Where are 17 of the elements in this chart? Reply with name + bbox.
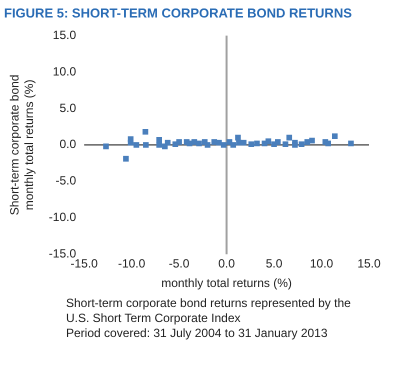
x-axis-title: monthly total returns (%) xyxy=(161,276,292,290)
y-tick-label: -10.0 xyxy=(48,210,76,224)
y-tick-label: 0.0 xyxy=(59,137,76,152)
text: Period covered: 31 July 2004 to 31 January 2013 xyxy=(66,326,329,341)
x-tick-label: 0.0 xyxy=(218,256,236,271)
y-tick-label: 5.0 xyxy=(59,100,76,115)
x-tick-label: 15.0 xyxy=(357,256,381,271)
x-tick-label: -5.0 xyxy=(168,256,190,271)
y-tick-label: -5.0 xyxy=(55,174,76,188)
x-tick-label: -10.0 xyxy=(118,256,146,271)
chart-title: FIGURE 5: SHORT-TERM CORPORATE BOND RETURNS xyxy=(4,5,352,20)
y-axis-title: Short-term corporate bond monthly total returns (%) xyxy=(8,74,36,216)
y-tick-label: 10.0 xyxy=(52,64,76,78)
y-tick-label: 15.0 xyxy=(52,28,76,42)
x-tick-label: 5.0 xyxy=(266,256,283,271)
text: Short-term corporate bond returns represented by the U.S. Short Term Corporate Index xyxy=(66,296,352,326)
x-tick-label: 10.0 xyxy=(310,256,334,271)
